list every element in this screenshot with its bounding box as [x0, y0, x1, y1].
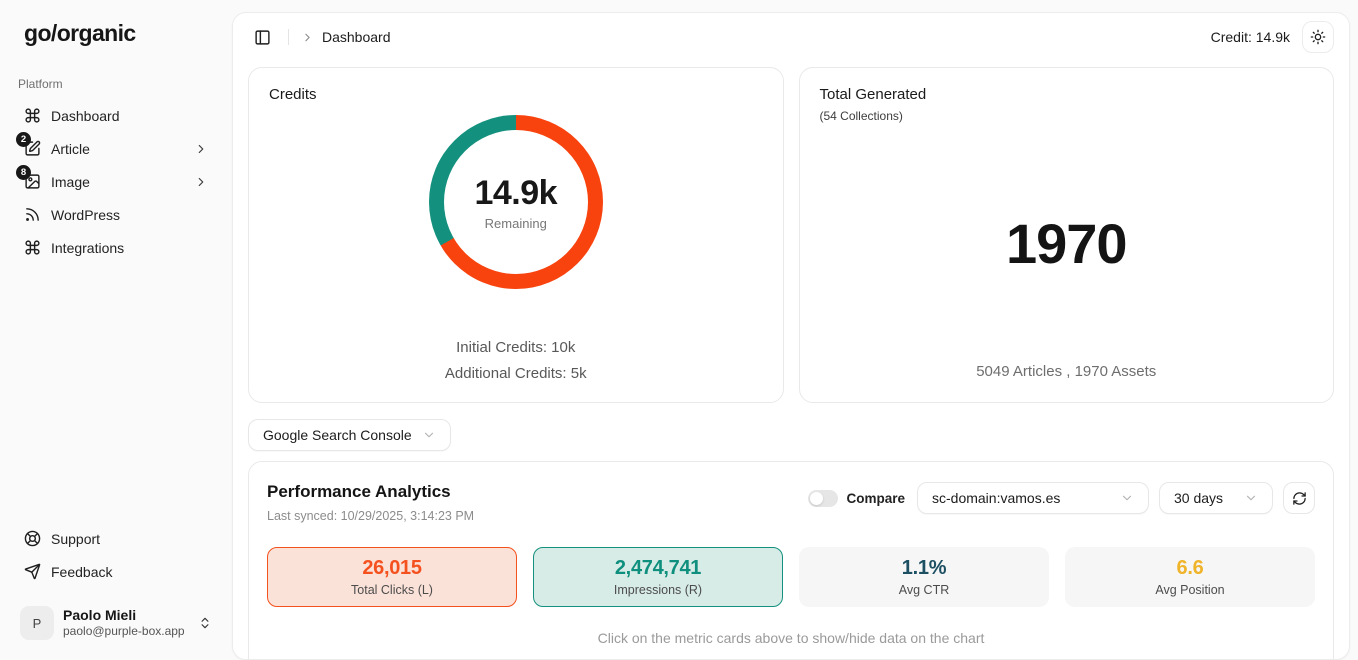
chevron-right-icon [194, 175, 208, 189]
top-cards-row: Credits 14.9k Remaining Initial Credits:… [248, 67, 1334, 403]
sidebar-item-label: Article [51, 140, 90, 157]
topbar-right: Credit: 14.9k [1211, 21, 1334, 53]
image-icon: 8 [16, 165, 41, 190]
analytics-header-left: Performance Analytics Last synced: 10/29… [267, 482, 474, 523]
breadcrumb-chevron-icon [301, 31, 314, 44]
metric-card-avg-position[interactable]: 6.6 Avg Position [1065, 547, 1315, 607]
sidebar-item-label: Support [51, 530, 101, 547]
sidebar-item-article[interactable]: 2 Article [16, 132, 216, 163]
metric-value: 1.1% [901, 557, 947, 579]
total-generated-value: 1970 [1005, 211, 1128, 275]
credits-donut-chart: 14.9k Remaining [428, 115, 603, 289]
source-select[interactable]: Google Search Console [248, 419, 451, 451]
credits-donut-wrap: 14.9k Remaining [269, 115, 763, 289]
total-generated-subtitle: (54 Collections) [819, 109, 903, 123]
sidebar-item-support[interactable]: Support [16, 524, 216, 553]
domain-select[interactable]: sc-domain:vamos.es [917, 482, 1149, 514]
topbar: Dashboard Credit: 14.9k [248, 13, 1334, 61]
refresh-button[interactable] [1283, 482, 1315, 514]
source-select-value: Google Search Console [263, 427, 412, 443]
metric-label: Avg CTR [898, 583, 950, 597]
metric-label: Impressions (R) [613, 583, 703, 597]
sidebar-item-label: Image [51, 173, 90, 190]
performance-analytics-card: Performance Analytics Last synced: 10/29… [248, 461, 1334, 659]
source-select-row: Google Search Console [248, 419, 1334, 451]
total-generated-footer: 5049 Articles , 1970 Assets [976, 363, 1157, 380]
image-count-badge: 8 [16, 165, 31, 180]
sidebar-item-integrations[interactable]: Integrations [16, 233, 216, 262]
sidebar-item-dashboard[interactable]: Dashboard [16, 101, 216, 130]
chevrons-up-down-icon [198, 616, 212, 630]
app-logo: go/organic [24, 20, 136, 46]
chevron-down-icon [1244, 491, 1258, 505]
credits-details: Initial Credits: 10k Additional Credits:… [269, 339, 763, 386]
compare-toggle-knob [810, 491, 824, 505]
domain-select-value: sc-domain:vamos.es [932, 490, 1061, 506]
analytics-title: Performance Analytics [267, 482, 451, 501]
date-range-value: 30 days [1174, 490, 1224, 506]
sidebar: go/organic Platform Dashboard 2 Article … [0, 0, 232, 660]
breadcrumb[interactable]: Dashboard [322, 29, 391, 45]
metric-label: Avg Position [1155, 583, 1225, 597]
sidebar-nav: Dashboard 2 Article 8 Image [16, 101, 216, 262]
topbar-divider [288, 29, 289, 45]
total-generated-card: Total Generated (54 Collections) 1970 50… [798, 67, 1334, 403]
credits-card-title: Credits [269, 86, 317, 103]
credit-label: Credit: 14.9k [1210, 29, 1290, 45]
metric-card-avg-ctr[interactable]: 1.1% Avg CTR [799, 547, 1049, 607]
sidebar-item-wordpress[interactable]: WordPress [16, 200, 216, 229]
chevron-down-icon [422, 428, 436, 442]
sidebar-section-label: Platform [18, 77, 63, 91]
sidebar-item-label: Feedback [51, 563, 113, 580]
chevron-down-icon [1120, 491, 1134, 505]
user-name: Paolo Mieli [63, 607, 137, 624]
life-buoy-icon [24, 530, 41, 547]
command-icon [24, 107, 41, 124]
sidebar-item-label: Dashboard [51, 107, 120, 124]
metric-card-total-clicks[interactable]: 26,015 Total Clicks (L) [267, 547, 517, 607]
metric-value: 6.6 [1176, 557, 1204, 579]
user-meta: Paolo Mieli paolo@purple-box.app [63, 607, 185, 638]
theme-toggle-button[interactable] [1302, 21, 1334, 53]
rss-icon [24, 206, 41, 223]
compare-toggle-group: Compare [808, 489, 905, 507]
refresh-icon [1292, 491, 1306, 505]
analytics-controls: Compare sc-domain:vamos.es 30 days [808, 482, 1315, 514]
initial-credits-line: Initial Credits: 10k [456, 339, 576, 356]
credits-remaining-label: Remaining [484, 215, 547, 231]
sidebar-footer-nav: Support Feedback [16, 524, 216, 586]
sun-icon [1310, 29, 1326, 45]
article-count-badge: 2 [16, 132, 31, 147]
credits-donut-center: 14.9k Remaining [443, 130, 588, 274]
metric-card-impressions[interactable]: 2,474,741 Impressions (R) [533, 547, 783, 607]
date-range-select[interactable]: 30 days [1159, 482, 1273, 514]
send-icon [24, 563, 41, 580]
additional-credits-line: Additional Credits: 5k [444, 365, 587, 382]
user-email: paolo@purple-box.app [63, 624, 185, 639]
metric-label: Total Clicks (L) [351, 583, 433, 597]
sidebar-item-label: Integrations [51, 239, 125, 256]
sidebar-item-feedback[interactable]: Feedback [16, 557, 216, 586]
sidebar-item-label: WordPress [51, 206, 120, 223]
metrics-hint: Click on the metric cards above to show/… [597, 630, 985, 646]
total-generated-title: Total Generated [819, 86, 927, 103]
main-panel: Dashboard Credit: 14.9k Credits 14.9k Re… [232, 12, 1350, 660]
metric-value: 2,474,741 [614, 557, 702, 579]
compare-label: Compare [846, 490, 905, 506]
analytics-header: Performance Analytics Last synced: 10/29… [267, 482, 1315, 523]
sidebar-spacer [16, 262, 216, 524]
chevron-right-icon [194, 142, 208, 156]
user-menu[interactable]: P Paolo Mieli paolo@purple-box.app [16, 602, 216, 644]
credits-remaining-value: 14.9k [474, 173, 558, 212]
square-pen-icon: 2 [16, 132, 41, 157]
avatar: P [20, 606, 54, 640]
credits-card: Credits 14.9k Remaining Initial Credits:… [248, 67, 784, 403]
sidebar-toggle-button[interactable] [248, 23, 276, 51]
metrics-row: 26,015 Total Clicks (L) 2,474,741 Impres… [267, 547, 1315, 607]
sidebar-item-image[interactable]: 8 Image [16, 165, 216, 196]
command-icon [24, 239, 41, 256]
metric-value: 26,015 [362, 557, 422, 579]
analytics-last-synced: Last synced: 10/29/2025, 3:14:23 PM [267, 509, 475, 523]
compare-toggle[interactable] [808, 489, 839, 507]
